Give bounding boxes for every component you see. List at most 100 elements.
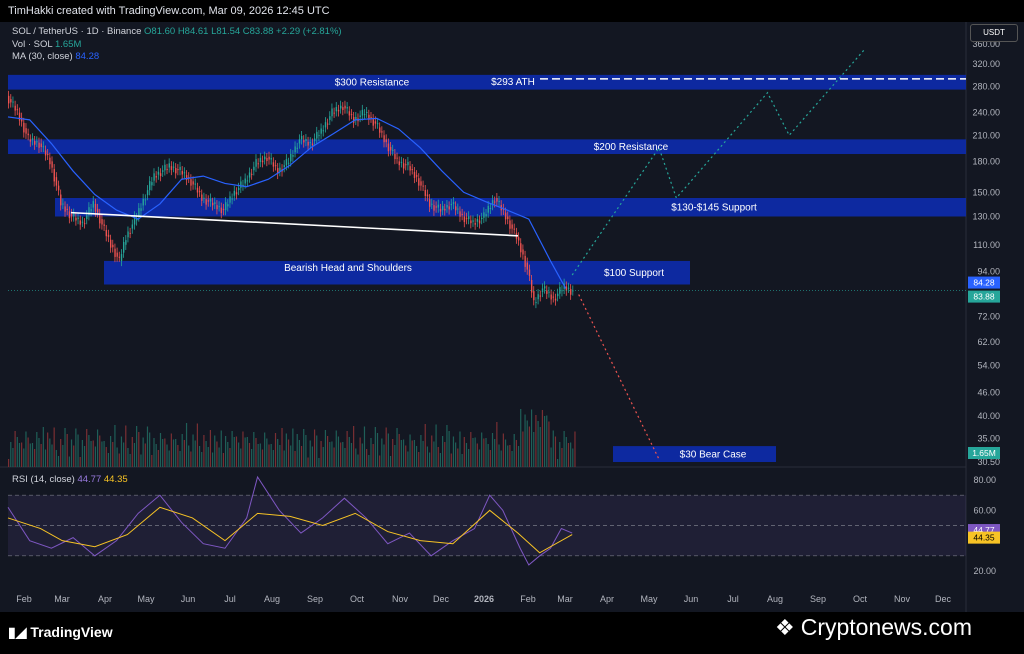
legend-rsi-ma-value: 44.35 xyxy=(103,474,128,485)
volume-bar-13 xyxy=(36,432,38,467)
volume-bar-254 xyxy=(559,442,561,467)
volume-bar-24 xyxy=(60,439,62,467)
price-tick-2: 280.00 xyxy=(972,82,1000,92)
volume-bar-206 xyxy=(455,442,457,467)
candle-body-18 xyxy=(47,154,49,156)
candle-body-66 xyxy=(151,182,153,186)
volume-bar-129 xyxy=(287,439,290,467)
candle-body-215 xyxy=(474,223,476,225)
candle-body-125 xyxy=(279,167,281,172)
candle-body-87 xyxy=(196,187,199,193)
candle-body-19 xyxy=(49,157,51,165)
volume-bar-234 xyxy=(515,440,517,467)
candle-body-192 xyxy=(424,190,427,196)
volume-bar-29 xyxy=(70,439,73,467)
volume-bar-34 xyxy=(81,440,83,467)
volume-bar-125 xyxy=(279,445,281,467)
volume-bar-55 xyxy=(127,448,129,467)
volume-bar-38 xyxy=(90,441,92,467)
candle-body-111 xyxy=(248,172,251,178)
volume-bar-96 xyxy=(216,441,218,467)
volume-bar-242 xyxy=(533,432,535,467)
volume-bar-112 xyxy=(251,449,253,467)
volume-bar-199 xyxy=(439,453,442,467)
volume-bar-162 xyxy=(359,437,361,467)
candle-body-174 xyxy=(385,139,387,143)
legend-ma-row: MA (30, close) 84.28 xyxy=(12,51,99,62)
candle-body-106 xyxy=(238,187,240,191)
candle-body-14 xyxy=(38,142,40,148)
volume-bar-198 xyxy=(437,447,439,467)
candle-body-73 xyxy=(166,168,168,170)
candle-body-152 xyxy=(337,109,340,112)
candle-body-7 xyxy=(23,122,25,133)
candle-body-167 xyxy=(370,116,372,118)
candle-body-129 xyxy=(287,162,290,164)
volume-bar-106 xyxy=(238,442,240,467)
price-tick-5: 180.00 xyxy=(972,156,1000,166)
candle-body-42 xyxy=(99,213,101,224)
chart-canvas[interactable]: $300 Resistance $200 Resistance $130-$145 … xyxy=(0,22,1024,612)
volume-bar-65 xyxy=(149,432,151,467)
candle-body-139 xyxy=(309,142,312,144)
x-tick-14: Apr xyxy=(600,594,614,604)
candle-body-44 xyxy=(103,224,105,226)
volume-bar-169 xyxy=(374,427,376,467)
volume-bar-186 xyxy=(411,440,413,467)
volume-bar-160 xyxy=(355,448,357,467)
candle-body-242 xyxy=(533,291,535,301)
volume-bar-121 xyxy=(270,444,272,467)
volume-bar-154 xyxy=(342,442,344,467)
x-tick-4: Jun xyxy=(181,594,196,604)
zone-1 xyxy=(8,139,966,155)
candle-body-89 xyxy=(201,194,203,201)
x-tick-22: Dec xyxy=(935,594,952,604)
price-tick-7: 130.00 xyxy=(972,211,1000,221)
candle-body-249 xyxy=(548,291,550,293)
volume-bar-107 xyxy=(240,448,242,467)
candle-body-60 xyxy=(138,208,140,217)
candle-body-127 xyxy=(283,165,285,168)
price-tick-16: 30.50 xyxy=(977,457,1000,467)
candle-body-102 xyxy=(229,196,231,203)
x-tick-7: Sep xyxy=(307,594,323,604)
candle-body-86 xyxy=(194,183,197,185)
candle-body-222 xyxy=(489,207,492,209)
volume-bar-61 xyxy=(140,454,142,467)
candle-body-38 xyxy=(90,209,92,212)
volume-bar-45 xyxy=(105,447,107,467)
candle-body-65 xyxy=(149,181,151,191)
volume-bar-79 xyxy=(179,451,181,467)
candle-body-253 xyxy=(557,293,559,297)
candle-body-201 xyxy=(444,208,446,211)
price-tick-3: 240.00 xyxy=(972,108,1000,118)
volume-bar-237 xyxy=(522,431,524,467)
candle-body-27 xyxy=(66,208,68,210)
candle-body-196 xyxy=(433,205,435,211)
price-tick-4: 210.00 xyxy=(972,130,1000,140)
volume-bar-177 xyxy=(392,439,394,467)
volume-bar-39 xyxy=(92,440,94,467)
volume-bar-166 xyxy=(368,455,370,467)
candle-body-37 xyxy=(88,207,90,216)
candle-body-217 xyxy=(478,220,481,224)
volume-bar-151 xyxy=(335,430,337,467)
volume-bar-84 xyxy=(190,451,192,467)
volume-bar-157 xyxy=(348,437,350,467)
volume-bar-180 xyxy=(398,434,400,467)
volume-bar-142 xyxy=(316,435,318,467)
candle-body-172 xyxy=(381,131,383,133)
candle-body-194 xyxy=(428,199,431,207)
volume-bar-46 xyxy=(107,453,110,467)
candle-body-177 xyxy=(392,149,394,151)
candle-body-25 xyxy=(62,203,64,205)
candle-body-173 xyxy=(383,135,385,143)
price-tick-13: 46.00 xyxy=(977,387,1000,397)
candle-body-130 xyxy=(290,153,292,162)
candle-body-64 xyxy=(146,190,149,196)
volume-bar-148 xyxy=(329,442,331,467)
currency-button[interactable]: USDT xyxy=(970,24,1018,42)
candle-body-11 xyxy=(31,138,34,141)
volume-bar-241 xyxy=(530,409,533,467)
candle-body-43 xyxy=(101,219,103,225)
